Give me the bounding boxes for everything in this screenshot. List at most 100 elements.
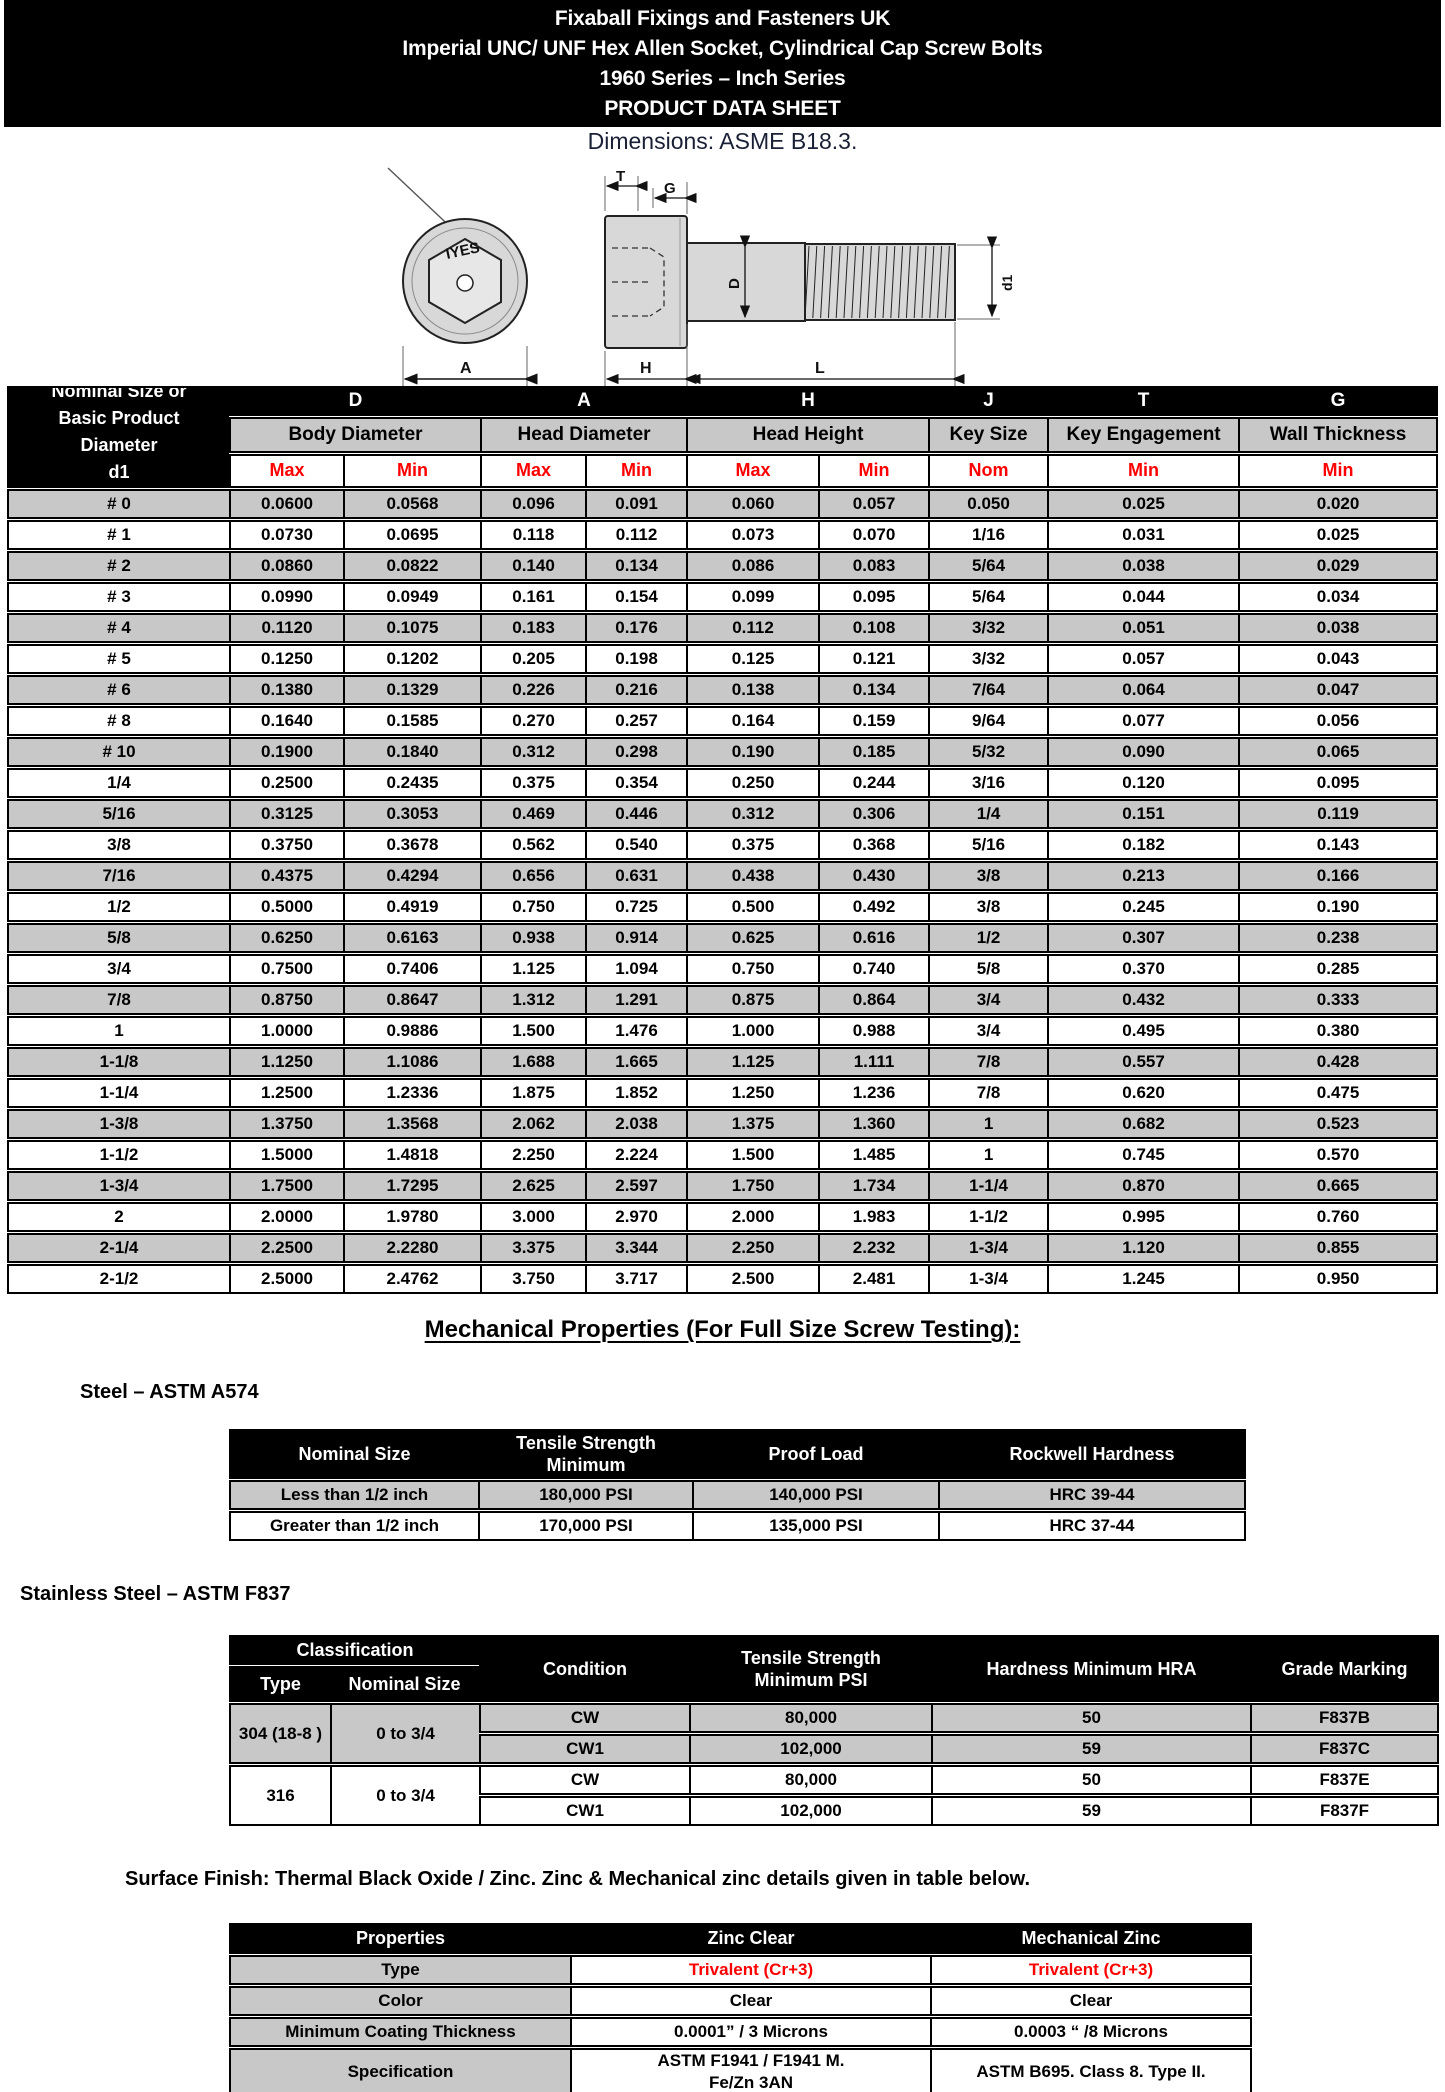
col-letter-T: T (1047, 386, 1239, 416)
maxmin-header-row: Max Min Max Min Max Min Nom Min Min (7, 453, 1439, 488)
condition-cell: CW1 (479, 1796, 690, 1826)
table-row: # 4 0.1120 0.1075 0.183 0.176 0.112 0.108 3/32 0… (7, 613, 1439, 643)
value-cell: 0.190 (1238, 892, 1439, 922)
condition-cell: CW (479, 1703, 690, 1733)
value-cell: 1.500 (686, 1140, 819, 1170)
tensile-cell: 80,000 (689, 1703, 932, 1733)
steel-col-proof-load: Proof Load (692, 1429, 938, 1479)
nominal-size-cell: # 5 (7, 644, 229, 674)
nominal-size-cell: # 6 (7, 675, 229, 705)
title-header-row: Body Diameter Head Diameter Head Height … (7, 416, 1439, 453)
grade-marking-cell: F837F (1250, 1796, 1440, 1826)
value-cell: 1.1250 (229, 1047, 343, 1077)
value-cell: 5/16 (928, 830, 1048, 860)
table-row: # 5 0.1250 0.1202 0.205 0.198 0.125 0.121 3/32 0… (7, 644, 1439, 674)
value-cell: 3/8 (928, 861, 1048, 891)
hardness-cell: 59 (931, 1734, 1251, 1764)
value-cell: 2.062 (480, 1109, 586, 1139)
value-cell: 0.121 (818, 644, 929, 674)
value-cell: 1.852 (585, 1078, 687, 1108)
value-cell: 0.056 (1238, 706, 1439, 736)
value-cell: 0.270 (480, 706, 586, 736)
value-cell: 1.665 (585, 1047, 687, 1077)
value-cell: 0.0730 (229, 520, 343, 550)
stainless-header-row-1: Classification Condition Tensile Strengt… (229, 1635, 1440, 1702)
nominal-size-cell: # 4 (7, 613, 229, 643)
value-cell: 0.086 (686, 551, 819, 581)
value-cell: 0.0860 (229, 551, 343, 581)
value-cell: 0.134 (818, 675, 929, 705)
value-cell: 1.000 (686, 1016, 819, 1046)
table-row: # 0 0.0600 0.0568 0.096 0.091 0.060 0.057 0.050… (7, 489, 1439, 519)
head-marking: IYES (444, 239, 481, 263)
value-cell: 3/4 (928, 1016, 1048, 1046)
dimensions-table: Nominal Size or Basic Product Diameter d… (7, 385, 1439, 1295)
corner-header: Nominal Size or Basic Product Diameter d… (7, 386, 229, 488)
sub-header: Max (686, 453, 819, 488)
value-cell: 2.500 (686, 1264, 819, 1294)
sheet-type-title: PRODUCT DATA SHEET (604, 96, 841, 120)
series-title: 1960 Series – Inch Series (599, 66, 846, 90)
value-cell: 0.112 (585, 520, 687, 550)
property-label-cell: Color (229, 1986, 570, 2016)
value-cell: 3.750 (480, 1264, 586, 1294)
table-row: 1-1/2 1.5000 1.4818 2.250 2.224 1.500 1.485 1 0.… (7, 1140, 1439, 1170)
size-range-cell: Less than 1/2 inch (229, 1480, 478, 1510)
value-cell: 1.500 (480, 1016, 586, 1046)
mechanical-zinc-value-cell: ASTM B695. Class 8. Type II. (930, 2048, 1252, 2092)
value-cell: 0.562 (480, 830, 586, 860)
value-cell: 0.0949 (343, 582, 481, 612)
value-cell: 7/8 (928, 1047, 1048, 1077)
table-row: # 10 0.1900 0.1840 0.312 0.298 0.190 0.185 5/32… (7, 737, 1439, 767)
value-cell: 0.557 (1047, 1047, 1239, 1077)
value-cell: 0.1120 (229, 613, 343, 643)
nominal-size-cell: 0 to 3/4 (330, 1703, 480, 1764)
value-cell: 0.185 (818, 737, 929, 767)
table-row: # 1 0.0730 0.0695 0.118 0.112 0.073 0.070 1/16 0… (7, 520, 1439, 550)
value-cell: 135,000 PSI (692, 1511, 938, 1541)
table-row: CW1 102,000 59 F837F (229, 1796, 1440, 1826)
value-cell: 0.2500 (229, 768, 343, 798)
table-row: 316 0 to 3/4 CW 80,000 50 F837E (229, 1765, 1440, 1826)
value-cell: 0.0990 (229, 582, 343, 612)
value-cell: 0.120 (1047, 768, 1239, 798)
value-cell: 0.245 (1047, 892, 1239, 922)
value-cell: 1.125 (686, 1047, 819, 1077)
mechanical-zinc-value-cell: Clear (930, 1986, 1252, 2016)
value-cell: 0.745 (1047, 1140, 1239, 1170)
value-cell: 2.2280 (343, 1233, 481, 1263)
value-cell: 0.038 (1047, 551, 1239, 581)
value-cell: 5/64 (928, 551, 1048, 581)
nominal-size-cell: 7/8 (7, 985, 229, 1015)
value-cell: 0.4294 (343, 861, 481, 891)
value-cell: 0.750 (686, 954, 819, 984)
nominal-size-cell: 0 to 3/4 (330, 1765, 480, 1826)
value-cell: 2.038 (585, 1109, 687, 1139)
value-cell: 0.428 (1238, 1047, 1439, 1077)
value-cell: 1.734 (818, 1171, 929, 1201)
value-cell: 3.717 (585, 1264, 687, 1294)
nominal-size-cell: # 10 (7, 737, 229, 767)
value-cell: 2.597 (585, 1171, 687, 1201)
value-cell: 0.570 (1238, 1140, 1439, 1170)
value-cell: 0.656 (480, 861, 586, 891)
stainless-col-tensile: Tensile Strength Minimum PSI (689, 1635, 932, 1702)
nominal-size-cell: 3/4 (7, 954, 229, 984)
steel-col-rockwell: Rockwell Hardness (938, 1429, 1246, 1479)
value-cell: 1.4818 (343, 1140, 481, 1170)
nominal-size-cell: # 8 (7, 706, 229, 736)
value-cell: 0.198 (585, 644, 687, 674)
table-row: 3/8 0.3750 0.3678 0.562 0.540 0.375 0.368 5/16 0… (7, 830, 1439, 860)
nominal-size-cell: 1 (7, 1016, 229, 1046)
value-cell: 1.3568 (343, 1109, 481, 1139)
nominal-size-cell: 2 (7, 1202, 229, 1232)
value-cell: 0.8750 (229, 985, 343, 1015)
value-cell: 0.938 (480, 923, 586, 953)
value-cell: 0.625 (686, 923, 819, 953)
value-cell: 1.245 (1047, 1264, 1239, 1294)
table-row: Less than 1/2 inch 180,000 PSI 140,000 PSI… (229, 1480, 1246, 1510)
value-cell: 0.090 (1047, 737, 1239, 767)
type-cell: 316 (229, 1765, 330, 1826)
value-cell: 0.864 (818, 985, 929, 1015)
table-row: 1-3/8 1.3750 1.3568 2.062 2.038 1.375 1.360 1 0.… (7, 1109, 1439, 1139)
